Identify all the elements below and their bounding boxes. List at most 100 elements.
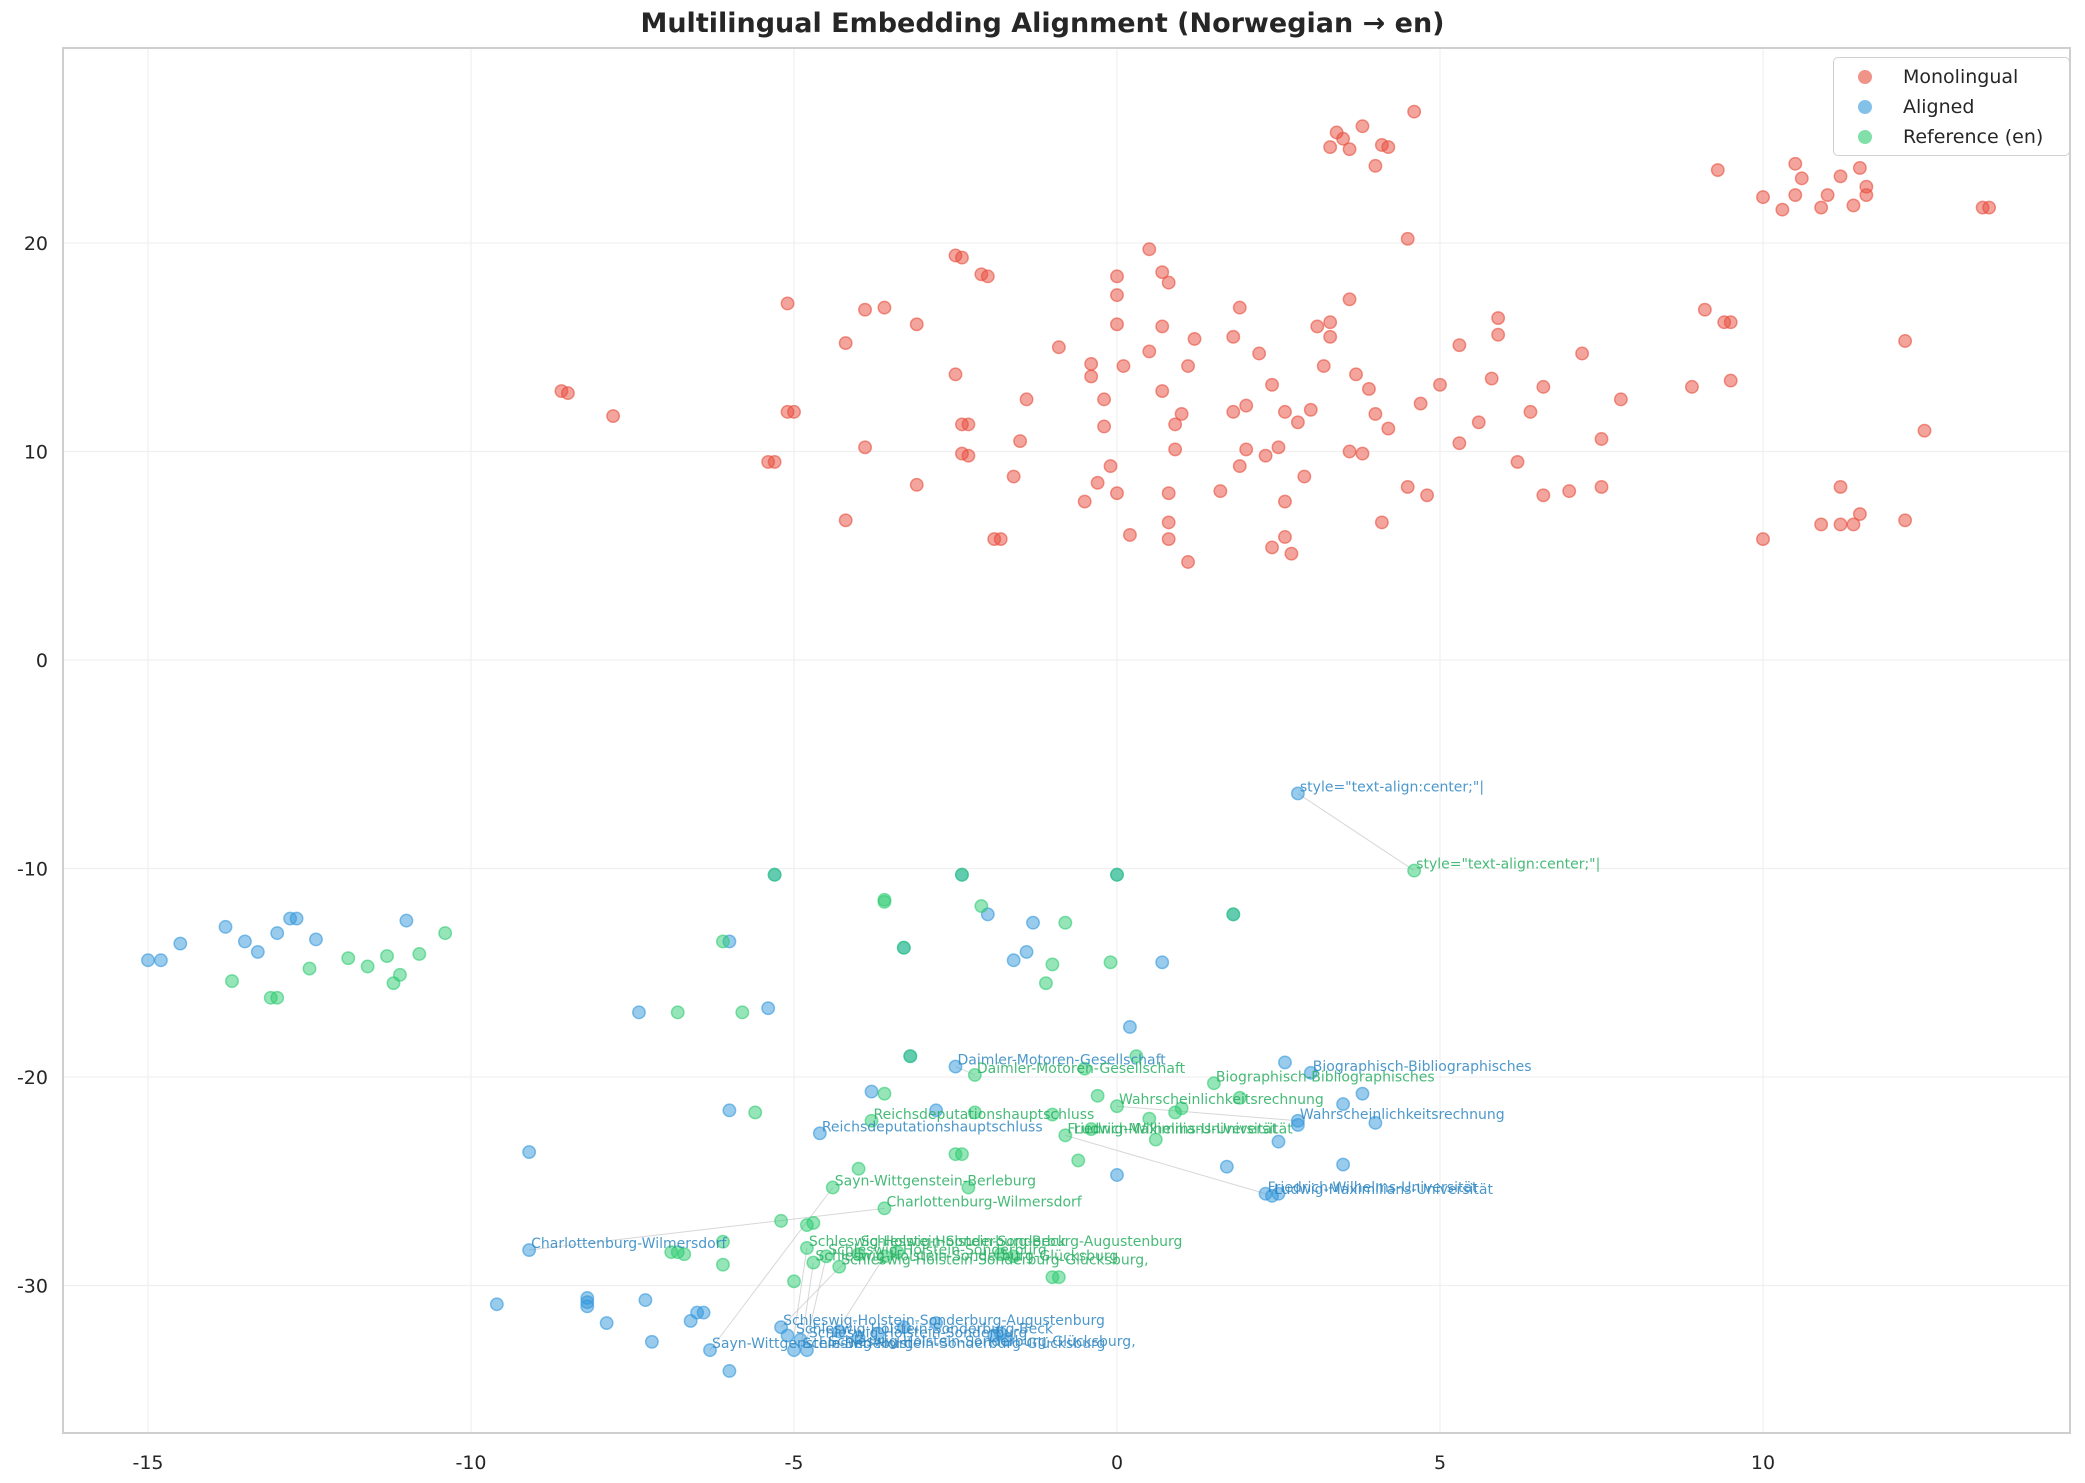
data-point: [1265, 540, 1279, 555]
data-point: [896, 940, 911, 955]
data-point: [1594, 432, 1609, 446]
data-point: [806, 1216, 821, 1230]
data-point: [141, 953, 155, 968]
point-label: Schleswig-Holstein-Sonderburg-Augustenbu…: [861, 1234, 1183, 1250]
legend: Monolingual Aligned Reference (en): [1833, 57, 2070, 156]
legend-item-monolingual: Monolingual: [1834, 62, 2018, 92]
data-point: [767, 454, 782, 469]
connection-line: [529, 1207, 885, 1251]
data-point: [1226, 329, 1241, 344]
series-monolingual: [554, 104, 1997, 569]
data-point: [644, 1334, 659, 1349]
data-point: [819, 1249, 834, 1264]
data-point: [1110, 486, 1124, 501]
data-point: [722, 1364, 737, 1378]
data-point: [153, 953, 168, 968]
data-point: [173, 936, 188, 951]
data-point: [1846, 517, 1861, 532]
x-tick-label: 5: [1434, 1452, 1446, 1474]
data-point: [1710, 163, 1725, 177]
data-point: [1278, 530, 1292, 544]
data-point: [1917, 423, 1932, 438]
data-point: [1400, 231, 1415, 246]
data-point: [806, 1255, 821, 1270]
data-point: [1226, 907, 1241, 922]
data-point: [1310, 319, 1325, 334]
data-point: [1278, 404, 1292, 419]
data-point: [1898, 513, 1913, 528]
data-point: [877, 1249, 892, 1264]
data-point: [522, 1145, 537, 1160]
data-point: [948, 367, 963, 382]
data-point: [1898, 334, 1913, 348]
point-label: style="text-align:center;"|: [1300, 779, 1484, 795]
point-label: Schleswig-Holstein-Sonderburg-Beck: [809, 1234, 1067, 1250]
data-point: [1452, 436, 1467, 451]
data-point: [1833, 517, 1848, 532]
connection-line: [780, 1247, 859, 1328]
point-label: Wahrscheinlichkeitsrechnung: [1119, 1092, 1324, 1108]
data-point: [955, 867, 969, 882]
data-point: [392, 967, 407, 982]
data-point: [851, 1330, 866, 1345]
data-point: [1226, 404, 1241, 419]
data-point: [670, 1005, 685, 1020]
data-point: [838, 336, 853, 351]
data-point: [961, 448, 976, 463]
data-point: [799, 1343, 814, 1358]
point-label: Ludwig-Maximilians-Universität: [1274, 1182, 1493, 1198]
data-point: [896, 1320, 911, 1335]
data-point: [967, 1105, 982, 1120]
point-label: Biographisch-Bibliographisches: [1313, 1059, 1532, 1075]
data-point: [1045, 957, 1060, 972]
data-point: [1471, 415, 1486, 430]
data-point: [1336, 131, 1351, 146]
legend-marker-aligned: [1858, 100, 1872, 114]
data-point: [1336, 1157, 1351, 1172]
data-point: [270, 926, 285, 941]
data-point: [1026, 915, 1040, 930]
data-point: [438, 926, 453, 941]
data-point: [1071, 1153, 1086, 1168]
point-label: Charlottenburg-Wilmersdorf: [531, 1236, 727, 1252]
data-point: [1142, 1111, 1157, 1126]
data-point: [1051, 340, 1066, 355]
data-point: [1594, 479, 1609, 494]
data-point: [864, 1113, 879, 1128]
data-point: [1820, 188, 1835, 202]
data-point: [799, 1241, 814, 1255]
data-point: [1775, 202, 1790, 217]
data-point: [1355, 1086, 1370, 1101]
x-tick-label: 0: [1111, 1452, 1123, 1474]
data-point: [250, 944, 265, 959]
point-label: Sayn-Wittgenstein-Berleburg: [835, 1174, 1036, 1190]
data-point: [1852, 507, 1867, 521]
connection-line: [709, 1187, 834, 1351]
point-label: Reichsdeputationshauptschluss: [822, 1119, 1043, 1135]
data-point: [780, 1328, 795, 1343]
data-point: [399, 913, 414, 928]
data-point: [1213, 484, 1228, 499]
grid-lines: [63, 48, 2070, 1433]
data-point: [1491, 311, 1506, 326]
data-point: [871, 1326, 885, 1341]
connection-line: [1297, 793, 1415, 872]
data-point: [1407, 104, 1422, 119]
connection-line: [1116, 1105, 1298, 1122]
data-point: [309, 932, 323, 947]
data-point: [1058, 1128, 1073, 1143]
data-point: [1232, 1090, 1247, 1105]
data-point: [1355, 119, 1370, 134]
data-point: [1613, 392, 1628, 407]
data-point: [767, 867, 782, 882]
data-point: [1400, 479, 1415, 494]
data-point: [1297, 469, 1312, 484]
data-point: [961, 417, 976, 432]
data-point: [1323, 140, 1338, 155]
data-point: [1155, 319, 1170, 334]
series-aligned: [141, 786, 1383, 1378]
data-point: [1290, 415, 1305, 430]
data-point: [1368, 407, 1383, 421]
data-point: [858, 302, 873, 317]
